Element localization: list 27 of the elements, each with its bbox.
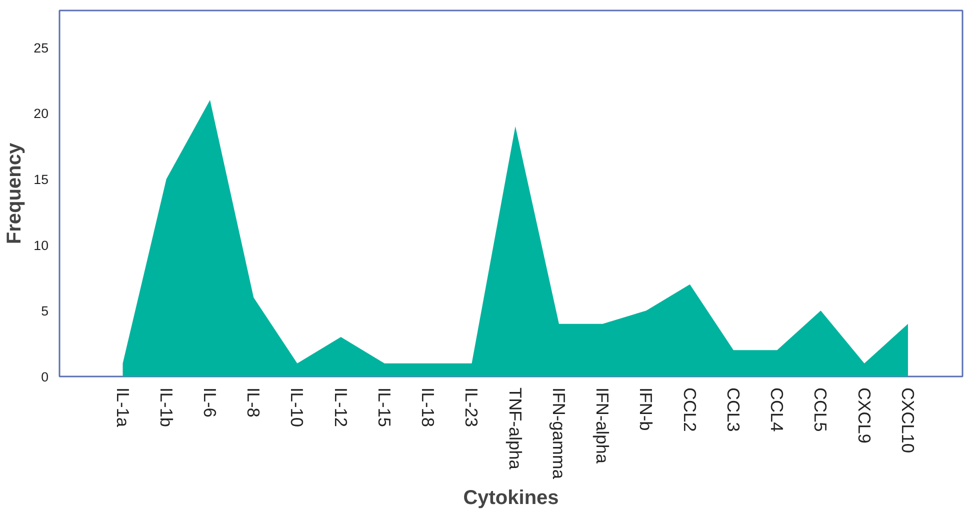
x-tick-label: CXCL9 (854, 388, 874, 444)
x-tick-label: CXCL10 (898, 388, 918, 453)
x-tick-label: CCL5 (810, 388, 831, 432)
y-axis-title: Frequency (4, 142, 26, 244)
x-tick-label: IFN-alpha (592, 388, 613, 464)
x-tick-label: IL-1b (156, 388, 176, 427)
x-tick-label: CCL2 (680, 388, 700, 432)
x-tick-label: IFN-b (636, 388, 656, 431)
x-tick-label: IL-15 (374, 388, 394, 427)
x-tick-label: IL-6 (200, 388, 220, 418)
x-axis-title: Cytokines (463, 486, 559, 509)
x-tick-label: IL-18 (418, 388, 438, 427)
x-tick-label: IL-10 (287, 388, 308, 427)
x-tick-label: IL-1a (112, 388, 133, 428)
y-tick-label: 5 (41, 304, 49, 319)
y-tick-label: 0 (41, 370, 49, 384)
y-tick-label: 20 (34, 106, 49, 122)
x-tick-label: IFN-gamma (548, 388, 569, 480)
x-tick-label: IL-12 (330, 388, 351, 427)
y-tick-label: 25 (34, 40, 49, 56)
y-tick-label: 10 (34, 238, 49, 253)
x-tick-label: CCL3 (723, 388, 744, 432)
x-tick-label: IL-8 (244, 388, 264, 418)
x-tick-label: CCL4 (767, 388, 788, 432)
x-tick-label: IL-23 (462, 388, 482, 427)
y-tick-label: 15 (34, 172, 49, 188)
x-tick-label: TNF-alpha (505, 388, 526, 470)
